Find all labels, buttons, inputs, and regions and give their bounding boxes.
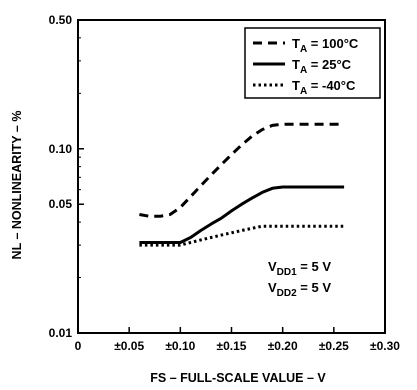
condition-main: V <box>268 259 277 274</box>
condition-subscript: DD2 <box>277 288 297 299</box>
x-tick-label: ±0.25 <box>319 339 349 353</box>
legend-label-rest: = 25°C <box>307 57 351 72</box>
series-line-3 <box>139 224 345 247</box>
condition-main: V <box>268 280 277 295</box>
legend-label-subscript: A <box>300 86 307 97</box>
y-tick-label: 0.05 <box>49 197 73 211</box>
legend-label-subscript: A <box>300 65 307 76</box>
series-line-2 <box>139 185 345 244</box>
x-axis-label: FS – FULL-SCALE VALUE – V <box>150 371 326 385</box>
condition-rest: = 5 V <box>297 280 332 295</box>
x-tick-label: ±0.20 <box>268 339 298 353</box>
x-tick-label: ±0.05 <box>114 339 144 353</box>
x-tick-label: ±0.30 <box>370 339 400 353</box>
legend-label-main: T <box>292 36 300 51</box>
condition-subscript: DD1 <box>277 267 297 278</box>
x-tick-label: ±0.15 <box>217 339 247 353</box>
condition-label-2: VDD2 = 5 V <box>268 280 331 299</box>
legend-label-rest: = 100°C <box>307 36 359 51</box>
legend-label-rest: = -40°C <box>307 78 356 93</box>
y-axis-label: NL – NONLINEARITY – % <box>10 111 24 260</box>
y-tick-label: 0.10 <box>49 142 73 156</box>
legend-label-subscript: A <box>300 44 307 55</box>
condition-label-1: VDD1 = 5 V <box>268 259 331 278</box>
y-tick-label: 0.50 <box>49 13 73 27</box>
condition-rest: = 5 V <box>297 259 332 274</box>
legend-label-main: T <box>292 57 300 72</box>
legend-label-1: TA = 100°C <box>292 36 359 55</box>
series-line-1 <box>139 122 345 218</box>
x-tick-label: 0 <box>75 339 82 353</box>
legend-label-3: TA = -40°C <box>292 78 356 97</box>
x-tick-label: ±0.10 <box>165 339 195 353</box>
legend-label-2: TA = 25°C <box>292 57 352 76</box>
y-tick-label: 0.01 <box>49 326 73 340</box>
legend-label-main: T <box>292 78 300 93</box>
